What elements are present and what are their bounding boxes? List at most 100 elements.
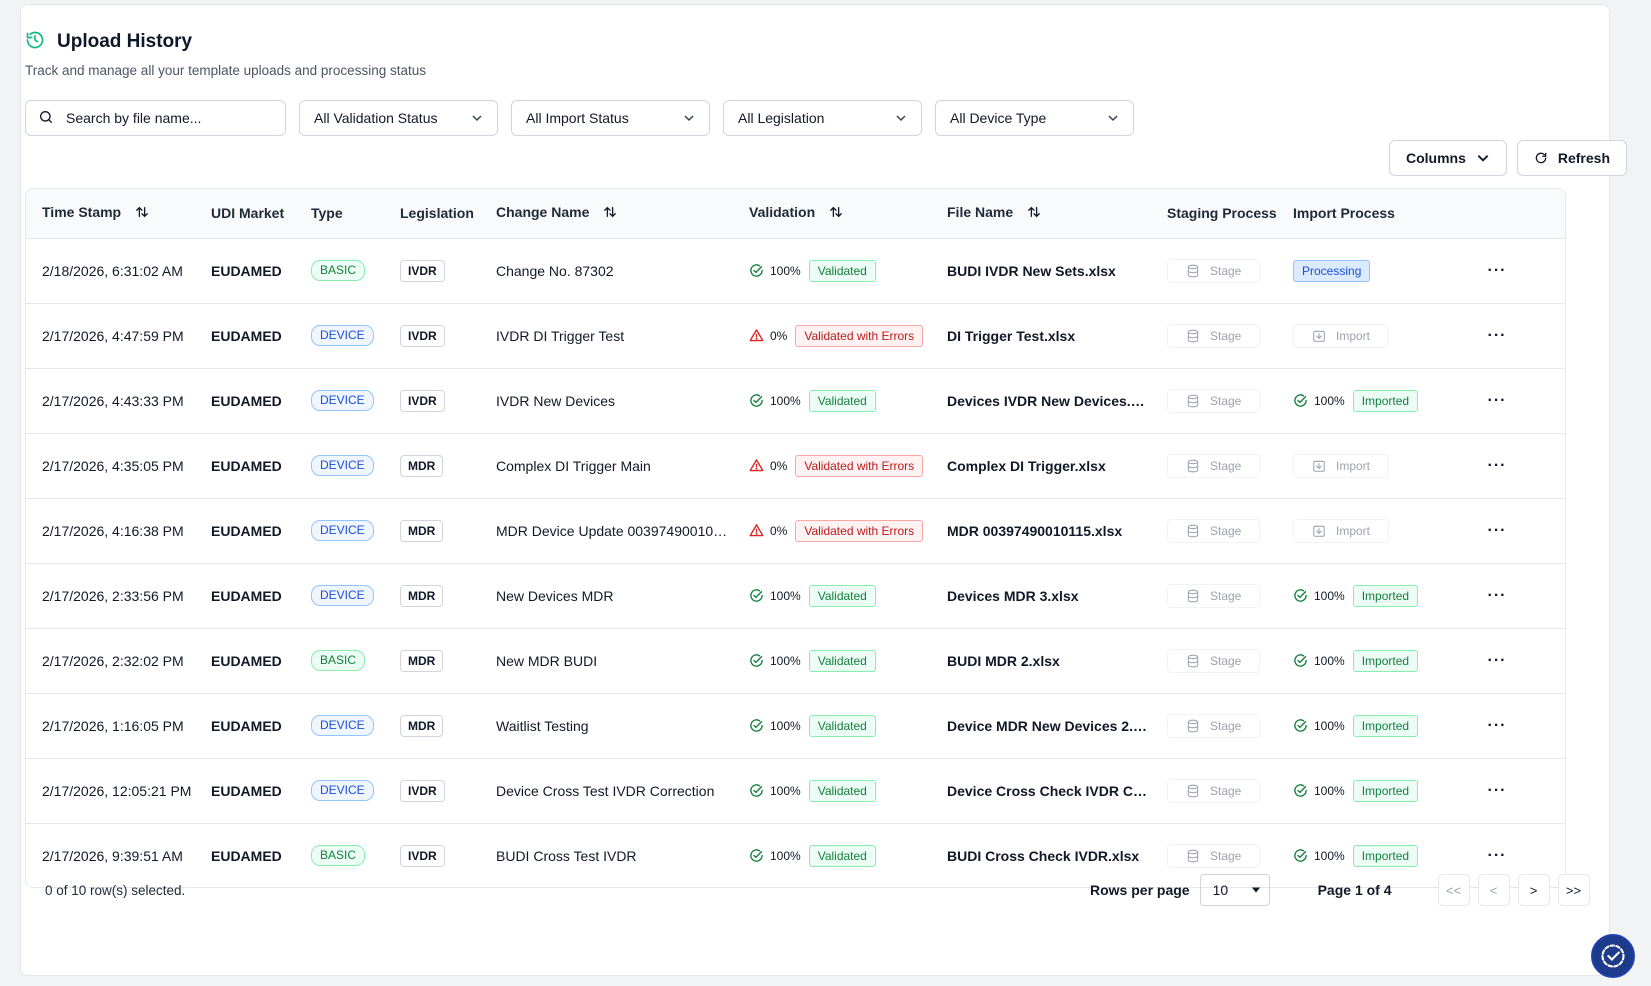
stage-button[interactable]: Stage — [1167, 713, 1261, 738]
more-horizontal-icon[interactable]: ··· — [1487, 326, 1507, 344]
file-name-cell[interactable]: BUDI IVDR New Sets.xlsx — [947, 262, 1116, 279]
type-badge: DEVICE — [311, 455, 374, 476]
table-row[interactable]: 2/17/2026, 1:16:05 PM EUDAMED DEVICE MDR Wai… — [26, 693, 1565, 758]
sort-icon[interactable] — [135, 205, 149, 222]
file-name-cell[interactable]: Devices MDR 3.xlsx — [947, 587, 1079, 604]
more-horizontal-icon[interactable]: ··· — [1487, 781, 1507, 799]
row-actions-menu[interactable]: ··· — [1427, 628, 1565, 693]
table-row[interactable]: 2/17/2026, 4:16:38 PM EUDAMED DEVICE MDR MDR… — [26, 498, 1565, 563]
table-row[interactable]: 2/17/2026, 4:43:33 PM EUDAMED DEVICE IVDR IV… — [26, 368, 1565, 433]
row-actions-menu[interactable]: ··· — [1427, 693, 1565, 758]
stage-label: Stage — [1210, 393, 1242, 408]
table-row[interactable]: 2/17/2026, 4:35:05 PM EUDAMED DEVICE MDR Com… — [26, 433, 1565, 498]
row-actions-menu[interactable]: ··· — [1427, 498, 1565, 563]
check-circle-icon — [1293, 848, 1308, 863]
stage-button[interactable]: Stage — [1167, 583, 1261, 608]
validation-percent: 0% — [770, 328, 788, 343]
refresh-icon — [1535, 152, 1547, 164]
import-status-select[interactable]: All Import Status — [511, 100, 710, 136]
sort-icon[interactable] — [829, 205, 843, 222]
table-row[interactable]: 2/17/2026, 2:33:56 PM EUDAMED DEVICE MDR New… — [26, 563, 1565, 628]
next-page-button[interactable]: > — [1517, 874, 1550, 906]
table-row[interactable]: 2/17/2026, 12:05:21 PM EUDAMED DEVICE IVDR D… — [26, 758, 1565, 823]
change-name-cell: BUDI Cross Test IVDR — [496, 847, 637, 864]
change-name-cell: IVDR New Devices — [496, 392, 616, 409]
check-circle-icon — [749, 393, 764, 408]
col-timestamp[interactable]: Time Stamp — [26, 189, 195, 238]
history-icon — [25, 30, 45, 53]
sort-icon[interactable] — [603, 205, 617, 222]
stage-button[interactable]: Stage — [1167, 453, 1261, 478]
more-horizontal-icon[interactable]: ··· — [1487, 391, 1507, 409]
stage-button[interactable]: Stage — [1167, 388, 1261, 413]
legislation-select[interactable]: All Legislation — [723, 100, 922, 136]
col-validation[interactable]: Validation — [733, 189, 931, 238]
accessibility-button[interactable] — [1591, 934, 1635, 978]
validation-status-badge: Validated with Errors — [795, 519, 924, 542]
columns-button[interactable]: Columns — [1388, 140, 1507, 176]
device-type-select[interactable]: All Device Type — [935, 100, 1134, 136]
validation-percent: 100% — [770, 718, 801, 733]
stage-button[interactable]: Stage — [1167, 518, 1261, 543]
validation-percent: 0% — [770, 458, 788, 473]
stage-button[interactable]: Stage — [1167, 648, 1261, 673]
file-name-cell[interactable]: DI Trigger Test.xlsx — [947, 327, 1076, 344]
import-status-badge: Imported — [1352, 714, 1419, 737]
more-horizontal-icon[interactable]: ··· — [1487, 456, 1507, 474]
file-name-cell[interactable]: BUDI MDR 2.xlsx — [947, 652, 1060, 669]
more-horizontal-icon[interactable]: ··· — [1487, 846, 1507, 864]
more-horizontal-icon[interactable]: ··· — [1487, 716, 1507, 734]
row-actions-menu[interactable]: ··· — [1427, 433, 1565, 498]
file-name-cell[interactable]: Complex DI Trigger.xlsx — [947, 457, 1106, 474]
validation-status-select[interactable]: All Validation Status — [299, 100, 498, 136]
check-circle-icon — [749, 848, 764, 863]
import-button[interactable]: Import — [1293, 323, 1390, 348]
stage-button[interactable]: Stage — [1167, 258, 1261, 283]
row-actions-menu[interactable]: ··· — [1427, 303, 1565, 368]
stage-button[interactable]: Stage — [1167, 778, 1261, 803]
table-row[interactable]: 2/18/2026, 6:31:02 AM EUDAMED BASIC IVDR Cha… — [26, 238, 1565, 303]
stage-button[interactable]: Stage — [1167, 843, 1261, 868]
search-input[interactable]: Search by file name... — [25, 100, 286, 136]
refresh-button[interactable]: Refresh — [1516, 140, 1627, 176]
change-name-cell: Change No. 87302 — [496, 262, 614, 279]
sort-icon[interactable] — [1027, 205, 1041, 222]
validation-cell: 100% Validated — [733, 693, 931, 758]
stage-label: Stage — [1210, 783, 1242, 798]
type-cell: BASIC — [295, 628, 384, 693]
last-page-button[interactable]: >> — [1557, 874, 1590, 906]
col-change-name[interactable]: Change Name — [480, 189, 733, 238]
type-badge: DEVICE — [311, 325, 374, 346]
first-page-button[interactable]: << — [1437, 874, 1470, 906]
prev-page-button[interactable]: < — [1477, 874, 1510, 906]
import-label: Import — [1336, 523, 1371, 538]
file-name-cell[interactable]: MDR 00397490010115.xlsx — [947, 522, 1123, 539]
type-cell: DEVICE — [295, 433, 384, 498]
table-row[interactable]: 2/17/2026, 2:32:02 PM EUDAMED BASIC MDR New … — [26, 628, 1565, 693]
table-row[interactable]: 2/17/2026, 9:39:51 AM EUDAMED BASIC IVDR BUD… — [26, 823, 1565, 887]
import-cell: Import — [1277, 303, 1427, 368]
legislation-badge: IVDR — [400, 259, 445, 282]
change-name-cell: Device Cross Test IVDR Correction — [496, 782, 715, 799]
more-horizontal-icon[interactable]: ··· — [1487, 586, 1507, 604]
file-name-cell[interactable]: Device Cross Check IVDR Cor... — [947, 782, 1151, 799]
file-name-cell[interactable]: Devices IVDR New Devices.xlsx — [947, 392, 1151, 409]
stage-button[interactable]: Stage — [1167, 323, 1261, 348]
rows-per-page-select[interactable]: 10 — [1199, 874, 1270, 906]
import-button[interactable]: Import — [1293, 518, 1390, 543]
row-actions-menu[interactable]: ··· — [1427, 238, 1565, 303]
row-actions-menu[interactable]: ··· — [1427, 758, 1565, 823]
row-actions-menu[interactable]: ··· — [1427, 368, 1565, 433]
table-row[interactable]: 2/17/2026, 4:47:59 PM EUDAMED DEVICE IVDR IV… — [26, 303, 1565, 368]
more-horizontal-icon[interactable]: ··· — [1487, 651, 1507, 669]
import-button[interactable]: Import — [1293, 453, 1390, 478]
row-actions-menu[interactable]: ··· — [1427, 563, 1565, 628]
col-legislation: Legislation — [384, 189, 480, 238]
file-name-cell[interactable]: Device MDR New Devices 2.xl... — [947, 717, 1151, 734]
more-horizontal-icon[interactable]: ··· — [1487, 261, 1507, 279]
legislation-badge: MDR — [400, 519, 444, 542]
col-file-name[interactable]: File Name — [931, 189, 1151, 238]
staging-cell: Stage — [1151, 823, 1277, 887]
more-horizontal-icon[interactable]: ··· — [1487, 521, 1507, 539]
col-udi-market: UDI Market — [195, 189, 295, 238]
